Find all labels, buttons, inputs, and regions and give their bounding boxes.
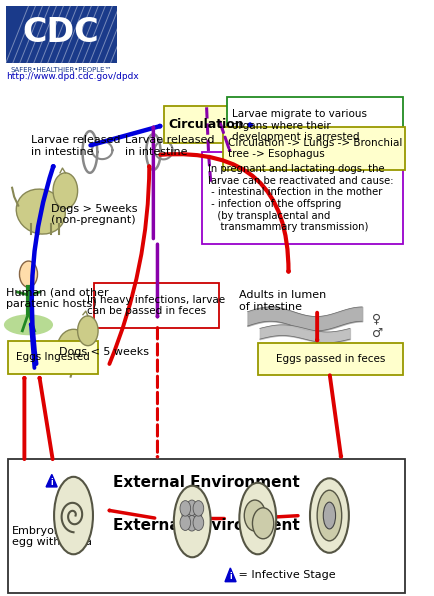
Ellipse shape <box>174 486 210 557</box>
Circle shape <box>53 173 77 209</box>
Text: Dogs < 5 weeks: Dogs < 5 weeks <box>59 347 149 356</box>
Text: i: i <box>50 478 53 488</box>
Circle shape <box>191 508 201 523</box>
Ellipse shape <box>16 189 65 234</box>
Circle shape <box>252 508 273 539</box>
Text: Embryonated
egg with larva: Embryonated egg with larva <box>12 526 92 547</box>
Ellipse shape <box>4 315 53 335</box>
Circle shape <box>244 500 265 531</box>
Text: = Infective Stage: = Infective Stage <box>235 570 335 580</box>
Circle shape <box>181 508 192 523</box>
Ellipse shape <box>322 502 335 529</box>
FancyBboxPatch shape <box>163 106 249 143</box>
Text: CDC: CDC <box>23 16 99 49</box>
Text: Larvae migrate to various
organs where their
development is arrested: Larvae migrate to various organs where t… <box>232 109 367 142</box>
Ellipse shape <box>54 477 93 554</box>
Text: Dogs > 5weeks
(non-pregnant): Dogs > 5weeks (non-pregnant) <box>51 204 137 225</box>
Circle shape <box>186 516 197 531</box>
Text: SAFER•HEALTHIER•PEOPLE™: SAFER•HEALTHIER•PEOPLE™ <box>10 67 112 73</box>
Text: In pregnant and lactating dogs, the
larvae can be reactivated and cause:
 - inte: In pregnant and lactating dogs, the larv… <box>207 164 392 232</box>
FancyBboxPatch shape <box>202 152 402 244</box>
Circle shape <box>77 316 98 346</box>
FancyBboxPatch shape <box>227 97 402 155</box>
FancyBboxPatch shape <box>8 341 98 374</box>
FancyBboxPatch shape <box>257 343 402 375</box>
FancyBboxPatch shape <box>223 127 404 170</box>
FancyBboxPatch shape <box>6 6 116 63</box>
Text: Eggs passed in feces: Eggs passed in feces <box>275 354 384 364</box>
Text: ♂: ♂ <box>372 327 383 340</box>
Circle shape <box>193 501 203 516</box>
Ellipse shape <box>57 329 90 368</box>
Circle shape <box>193 515 203 530</box>
Text: ♀: ♀ <box>372 312 381 325</box>
Text: External Environment: External Environment <box>113 475 299 490</box>
Circle shape <box>20 261 37 287</box>
Text: Circulation -> Lungs -> Bronchial
tree -> Esophagus: Circulation -> Lungs -> Bronchial tree -… <box>228 138 402 159</box>
Circle shape <box>180 501 190 516</box>
Text: In heavy infections, larvae
can be passed in feces: In heavy infections, larvae can be passe… <box>87 294 225 316</box>
Text: External Environment: External Environment <box>113 519 299 533</box>
Polygon shape <box>46 474 57 487</box>
Text: Human (and other
paratenic hosts): Human (and other paratenic hosts) <box>6 287 108 309</box>
Circle shape <box>186 500 197 516</box>
Text: http://www.dpd.cdc.gov/dpdx: http://www.dpd.cdc.gov/dpdx <box>6 72 138 80</box>
Text: Eggs: Eggs <box>316 517 343 526</box>
Text: i: i <box>229 572 231 582</box>
Text: Larvae released
in intestine: Larvae released in intestine <box>30 135 120 157</box>
Text: Circulation: Circulation <box>168 118 244 131</box>
Ellipse shape <box>316 490 341 541</box>
Ellipse shape <box>309 478 348 553</box>
Text: Eggs Ingested: Eggs Ingested <box>16 352 90 362</box>
Text: Adults in lumen
of intestine: Adults in lumen of intestine <box>239 290 326 312</box>
FancyBboxPatch shape <box>94 283 218 328</box>
FancyBboxPatch shape <box>8 459 404 593</box>
Polygon shape <box>224 568 236 582</box>
Text: Larvae released
in intestine: Larvae released in intestine <box>125 135 214 157</box>
Circle shape <box>180 515 190 530</box>
Ellipse shape <box>239 483 276 554</box>
